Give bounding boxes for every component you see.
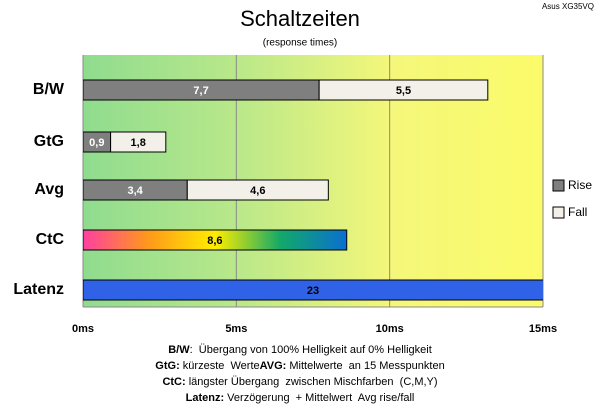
category-label: B/W [33,81,65,98]
legend-label: Fall [568,205,587,219]
legend-swatch [552,179,565,192]
note-key: Latenz: [186,392,225,404]
note-text: : Übergang von 100% Helligkeit auf 0% He… [190,344,432,356]
note-key: CtC: [162,376,185,388]
category-label: Avg [34,181,64,198]
chart-title: Schaltzeiten [240,6,360,31]
corner-note: Asus XG35VQ [542,2,594,11]
note-text: Verzögerung + Mittelwert Avg rise/fall [224,392,414,404]
bars [83,79,543,301]
data-label: 23 [307,285,319,297]
x-tick-label: 0ms [72,323,94,335]
note-text: längster Übergang zwischen Mischfarben (… [186,376,438,388]
x-tick-label: 10ms [376,323,404,335]
bar [83,279,543,301]
subtitle: (response times) [263,38,337,49]
bar [186,179,329,201]
data-label: 4,6 [250,185,265,197]
x-tick-label: 15ms [529,323,557,335]
category-label: CtC [36,231,65,248]
note-key: B/W [168,344,190,356]
note: B/W: Übergang von 100% Helligkeit auf 0%… [168,344,432,356]
bar [318,79,489,101]
data-label: 3,4 [127,185,143,197]
legend-swatch [552,206,565,219]
legend-label: Rise [568,178,592,192]
note-text: Mittelwerte an 15 Messpunkten [286,360,444,372]
note: CtC: längster Übergang zwischen Mischfar… [162,376,437,388]
x-tick-label: 5ms [225,323,247,335]
data-label: 5,5 [396,85,411,97]
note-key: AVG: [260,360,287,372]
bar [83,229,348,251]
category-label: Latenz [13,281,64,298]
data-label: 1,8 [131,137,146,149]
note: GtG: kürzeste WerteAVG: Mittelwerte an 1… [155,360,444,372]
note-text: kürzeste Werte [180,360,260,372]
category-label: GtG [34,133,64,150]
data-label: 8,6 [207,235,222,247]
note-key: GtG: [155,360,179,372]
note: Latenz: Verzögerung + Mittelwert Avg ris… [186,392,415,404]
data-label: 7,7 [193,85,208,97]
bar [110,131,167,153]
data-label: 0,9 [89,137,104,149]
